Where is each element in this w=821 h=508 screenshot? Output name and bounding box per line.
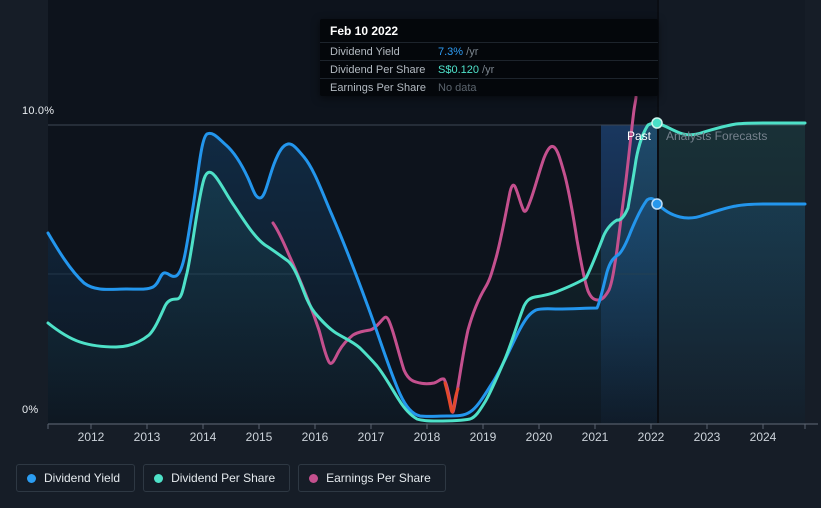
- x-axis-label-2016: 2016: [301, 430, 329, 444]
- x-axis-label-2022: 2022: [637, 430, 665, 444]
- x-axis-ticks: [47, 424, 806, 429]
- y-axis-label-bottom: 0%: [22, 404, 39, 416]
- dividend-per-share-marker[interactable]: [651, 117, 663, 129]
- tooltip-date: Feb 10 2022: [330, 23, 399, 38]
- tooltip-row-dividend-per-share: Dividend Per Share S$0.120 /yr: [320, 60, 658, 78]
- legend-item-dividend-per-share[interactable]: Dividend Per Share: [143, 464, 291, 492]
- analysts-forecasts-label: Analysts Forecasts: [666, 129, 768, 143]
- tooltip-label: Dividend Yield: [330, 45, 400, 58]
- x-axis-label-2020: 2020: [525, 430, 553, 444]
- x-axis-label-2018: 2018: [413, 430, 441, 444]
- tooltip-label: Dividend Per Share: [330, 63, 426, 76]
- tooltip-label: Earnings Per Share: [330, 81, 426, 94]
- x-axis-label-2013: 2013: [133, 430, 161, 444]
- dividend-yield-color-dot: [27, 473, 36, 483]
- tooltip-value: S$0.120: [438, 63, 479, 76]
- legend-item-dividend-yield[interactable]: Dividend Yield: [16, 464, 136, 492]
- x-axis-label-2021: 2021: [581, 430, 609, 444]
- tooltip-row-dividend-yield: Dividend Yield 7.3% /yr: [320, 42, 658, 60]
- dividend-per-share-color-dot: [154, 473, 164, 483]
- dividend-yield-line: [46, 131, 807, 418]
- tooltip-unit: /yr: [478, 63, 495, 76]
- tooltip-value: 7.3%: [438, 45, 464, 58]
- x-axis-label-2024: 2024: [749, 430, 777, 444]
- earnings-per-share-color-dot: [309, 473, 319, 483]
- x-axis-label-2012: 2012: [77, 430, 105, 444]
- dividend-per-share-line: [46, 121, 807, 423]
- tooltip-unit: /yr: [463, 45, 479, 58]
- earnings-dip-red-segment: [443, 381, 460, 414]
- x-axis-label-2023: 2023: [693, 430, 721, 444]
- x-axis-label-2014: 2014: [189, 430, 217, 444]
- past-label: Past: [627, 129, 652, 143]
- y-axis-label-top: 10.0%: [22, 105, 55, 117]
- dividend-yield-area: [48, 133, 805, 424]
- x-axis-label-2017: 2017: [357, 430, 385, 444]
- chart-tooltip: Feb 10 2022 Dividend Yield 7.3% /yr Divi…: [320, 19, 658, 96]
- legend-label: Dividend Yield: [44, 471, 121, 485]
- tooltip-row-earnings-per-share: Earnings Per Share No data: [320, 78, 658, 96]
- dividend-yield-marker[interactable]: [651, 198, 663, 210]
- legend-item-earnings-per-share[interactable]: Earnings Per Share: [298, 464, 446, 492]
- legend-label: Earnings Per Share: [326, 471, 431, 485]
- tooltip-value: No data: [438, 81, 477, 94]
- chart-legend: Dividend Yield Dividend Per Share Earnings…: [16, 464, 446, 492]
- legend-label: Dividend Per Share: [171, 471, 276, 485]
- x-axis-label-2015: 2015: [245, 430, 273, 444]
- x-axis-label-2019: 2019: [469, 430, 497, 444]
